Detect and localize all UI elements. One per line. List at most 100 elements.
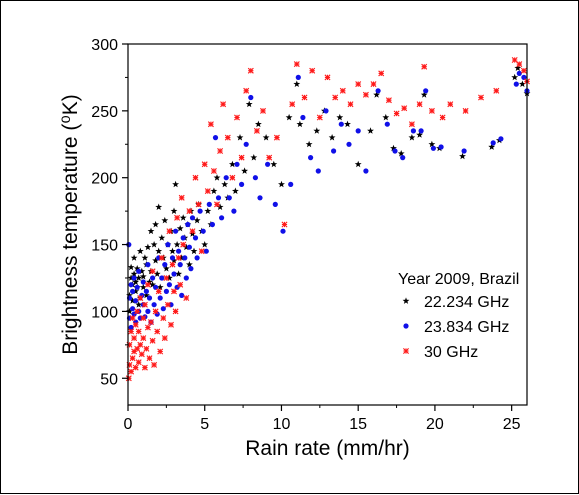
data-point: [253, 127, 260, 134]
data-point: [289, 101, 296, 108]
data-point: [216, 203, 224, 211]
legend-label: 23.834 GHz: [424, 319, 509, 336]
data-point: [354, 160, 362, 168]
data-point: [408, 121, 415, 128]
data-point: [158, 254, 165, 261]
data-point: [151, 361, 158, 368]
data-point: [172, 180, 180, 188]
data-point: [128, 282, 134, 288]
data-point: [135, 274, 143, 281]
data-point: [219, 215, 225, 221]
legend-marker: [402, 297, 410, 304]
data-point: [416, 101, 423, 108]
y-tick-label: 50: [100, 371, 118, 388]
data-point: [166, 282, 172, 288]
y-tick-label: 100: [91, 304, 118, 321]
data-point: [171, 271, 177, 277]
data-point: [339, 87, 346, 94]
legend-item-2: 23.834 GHz: [403, 319, 509, 336]
data-point: [266, 154, 273, 161]
data-point: [186, 208, 193, 215]
plot-area-border: [127, 43, 528, 406]
data-point: [362, 91, 369, 98]
data-point: [204, 207, 212, 215]
data-point: [203, 248, 209, 254]
data-point: [397, 150, 405, 157]
data-point: [490, 140, 496, 146]
data-point: [179, 292, 185, 298]
data-point: [511, 57, 518, 63]
data-point: [185, 261, 193, 268]
data-point: [210, 168, 217, 174]
data-point: [382, 113, 390, 121]
data-point: [250, 154, 258, 161]
data-point: [270, 160, 278, 168]
y-tick-label: 300: [91, 37, 118, 54]
data-point: [163, 288, 169, 294]
data-point: [416, 131, 424, 138]
data-point: [280, 228, 286, 234]
data-point: [308, 155, 314, 161]
x-tick-label: 5: [200, 416, 209, 433]
data-point: [145, 262, 151, 268]
data-point: [257, 195, 263, 201]
data-point: [156, 283, 164, 291]
data-point: [150, 275, 156, 281]
data-point: [243, 87, 250, 94]
data-point: [132, 364, 139, 371]
data-point: [165, 274, 173, 281]
axes-layer: 0 5 10 15 20 25 50 100 150 200 250 300 Rain rate (mm…: [59, 37, 528, 460]
data-point: [164, 301, 171, 308]
data-point: [133, 265, 141, 272]
data-point: [144, 324, 151, 331]
data-point: [149, 337, 156, 344]
data-point: [423, 88, 429, 94]
data-point: [144, 243, 152, 251]
data-point: [355, 128, 361, 134]
data-point: [390, 144, 397, 152]
data-point: [127, 274, 135, 281]
x-tick-label: 10: [273, 416, 291, 433]
data-point: [511, 73, 519, 81]
data-point: [130, 306, 136, 312]
data-point: [344, 120, 351, 128]
data-point: [166, 228, 173, 235]
data-point: [141, 364, 148, 371]
y-tick-label: 250: [91, 104, 118, 121]
data-point: [295, 74, 301, 80]
data-point: [170, 257, 178, 264]
data-point: [215, 195, 222, 201]
data-point: [171, 288, 177, 295]
data-point: [129, 355, 136, 362]
data-point: [378, 70, 385, 77]
data-point: [141, 301, 148, 308]
data-point: [129, 315, 136, 322]
data-point: [373, 91, 381, 98]
data-point: [160, 315, 167, 322]
data-point: [136, 247, 144, 255]
data-points-layer: [125, 57, 531, 382]
data-point: [217, 148, 224, 154]
data-point: [159, 275, 165, 281]
data-point: [139, 283, 147, 291]
data-point: [189, 228, 196, 235]
data-point: [516, 70, 522, 76]
data-point: [186, 244, 192, 250]
data-point: [128, 368, 135, 375]
data-point: [243, 141, 249, 147]
data-point: [239, 181, 245, 187]
series-2: [126, 70, 530, 331]
data-point: [248, 94, 254, 101]
data-point: [155, 247, 163, 255]
data-point: [175, 254, 182, 261]
data-point: [189, 215, 196, 221]
data-point: [149, 268, 156, 275]
data-point: [149, 281, 157, 288]
data-point: [201, 161, 208, 168]
legend-marker: [403, 348, 409, 354]
data-point: [132, 278, 140, 285]
data-point: [309, 67, 316, 74]
legend-item-1: 22.234 GHz: [402, 294, 509, 311]
data-point: [192, 174, 199, 181]
